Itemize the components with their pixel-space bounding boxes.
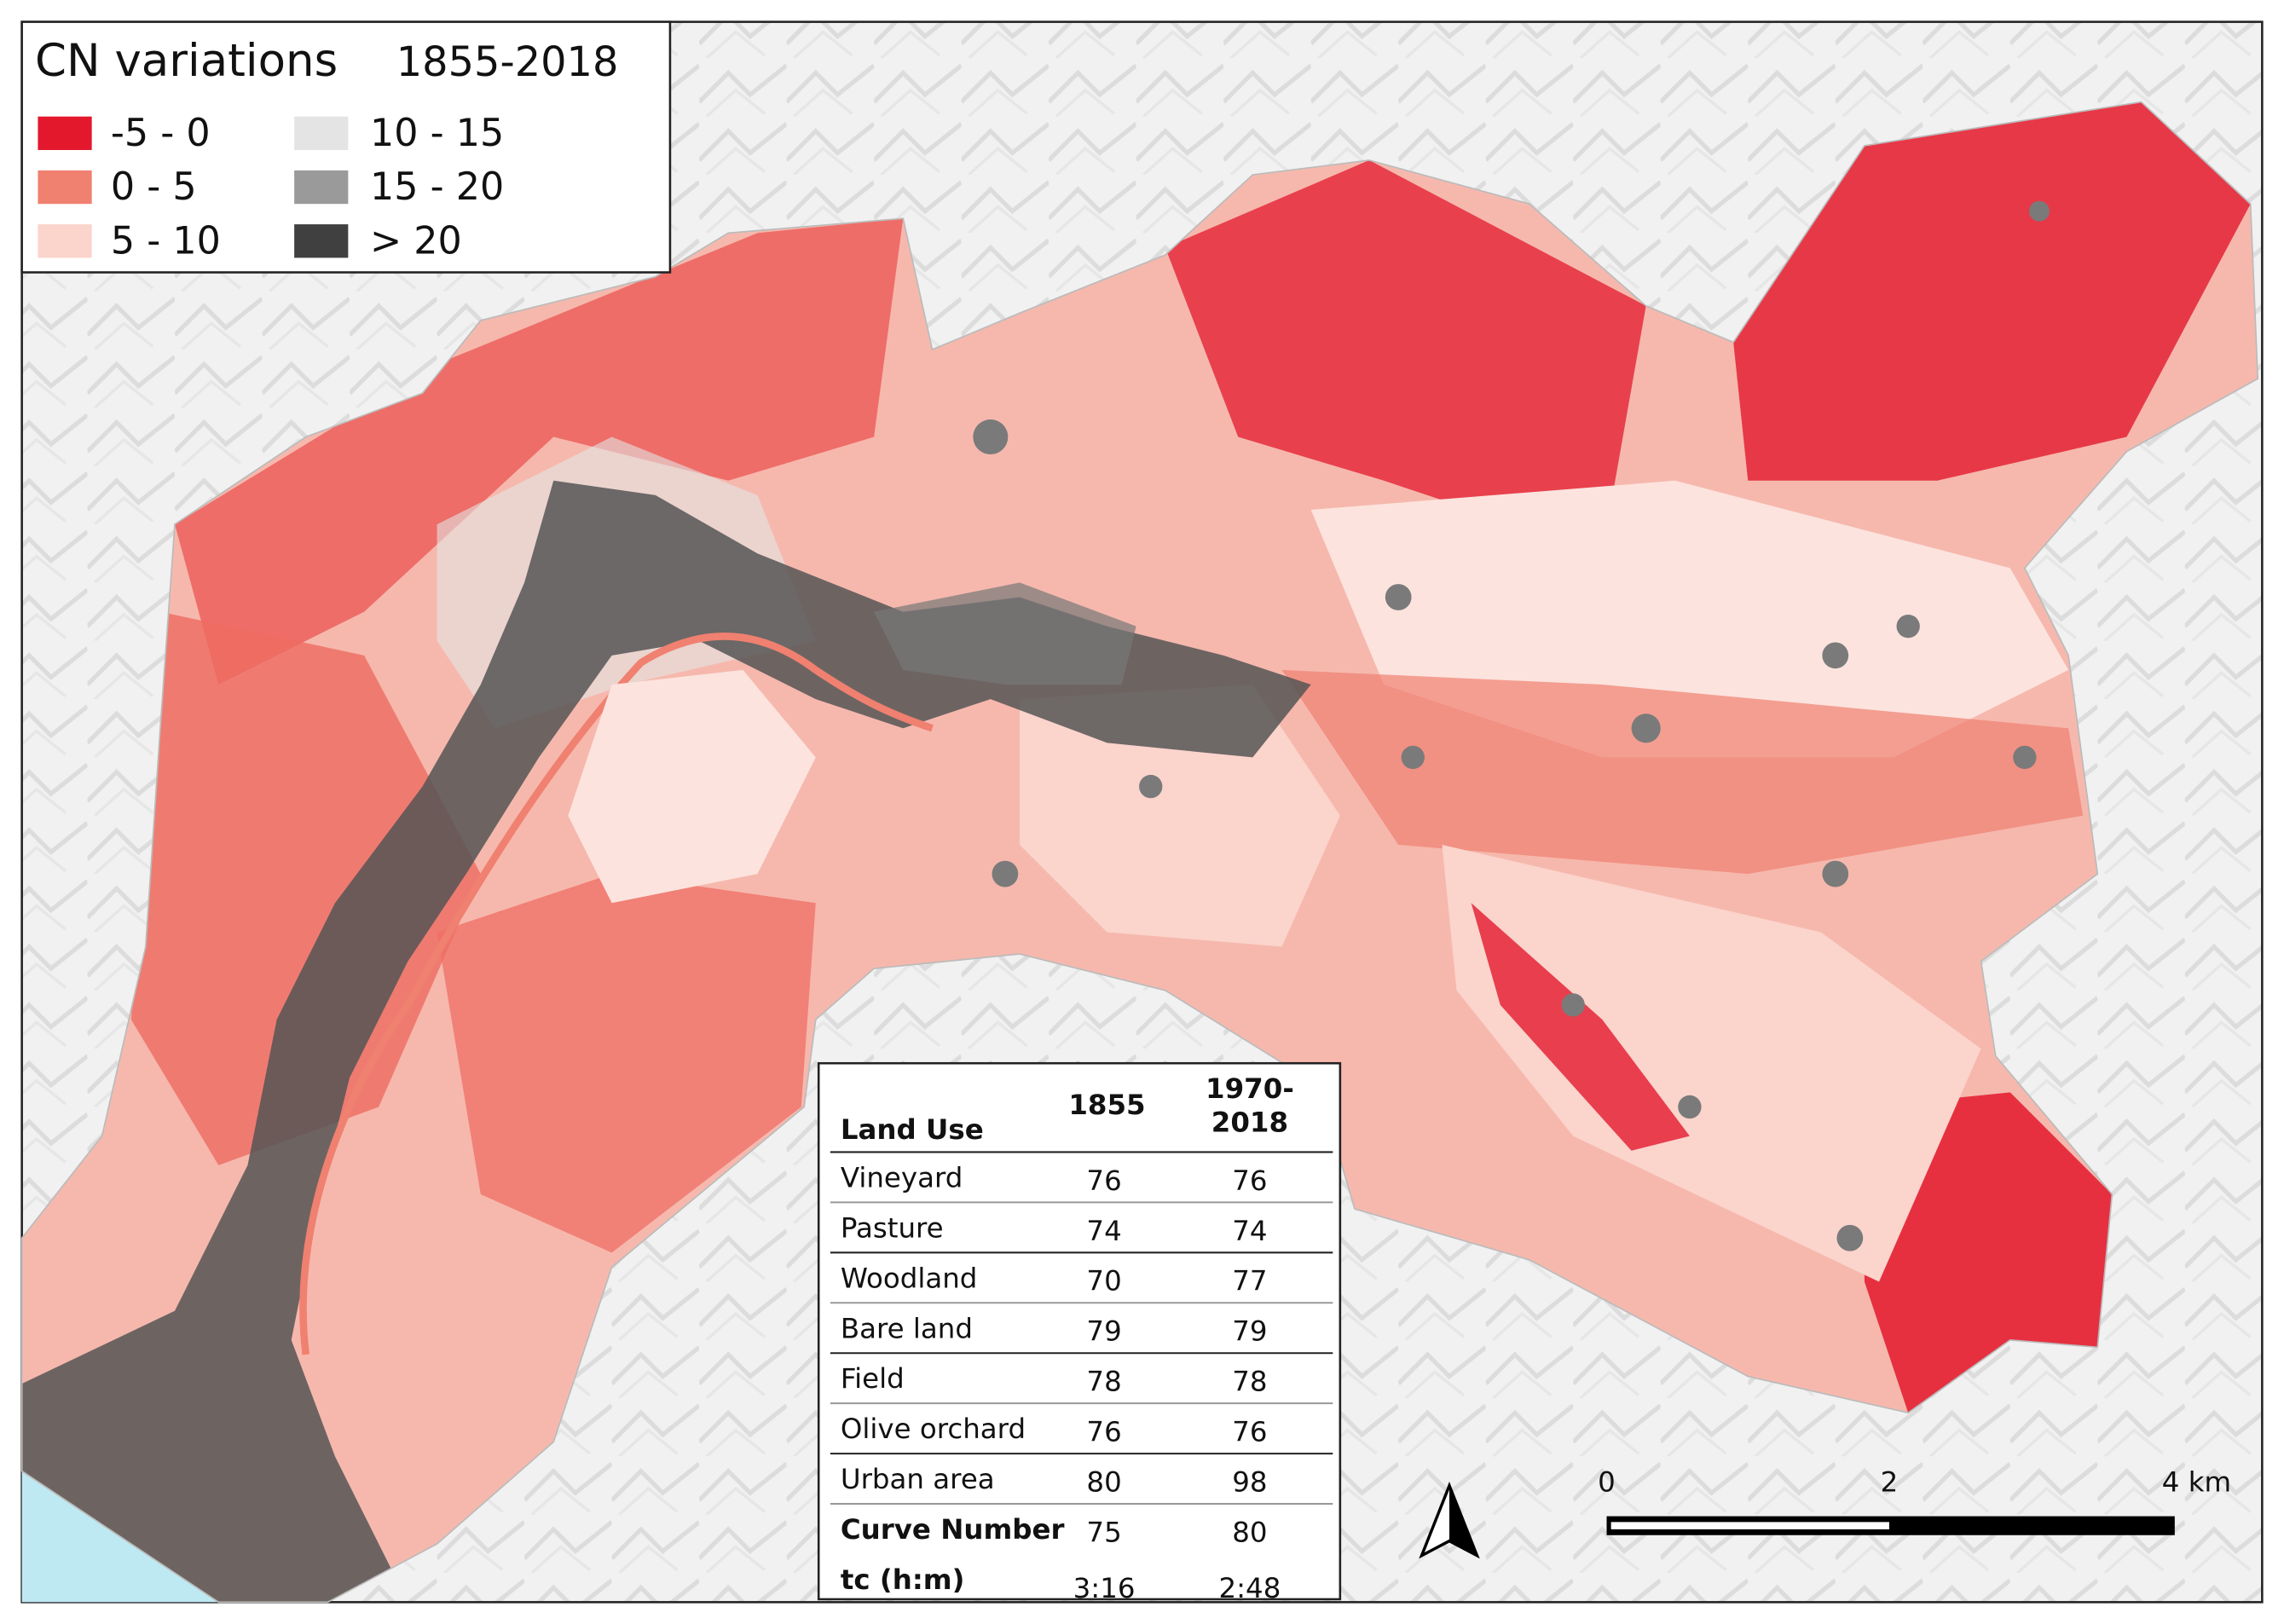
table-cell: Curve Number [841, 1513, 1065, 1546]
north-arrow [1419, 1482, 1480, 1559]
legend-label: 15 - 20 [370, 165, 504, 209]
table-cell: Olive orchard [841, 1413, 1026, 1445]
table-header: 1970- [1206, 1072, 1294, 1105]
legend-swatch [294, 116, 349, 150]
scale-bar-segment [1610, 1522, 1889, 1529]
table-cell: 74 [1086, 1215, 1121, 1247]
table-cell: 98 [1232, 1466, 1267, 1499]
legend-label: 5 - 10 [111, 219, 221, 263]
sea [21, 1267, 292, 1603]
table-cell: 79 [1232, 1315, 1267, 1348]
table-cell: 80 [1232, 1516, 1267, 1548]
table-header: 1855 [1068, 1089, 1145, 1121]
table-cell: Vineyard [841, 1161, 963, 1193]
table-cell: 2:48 [1218, 1572, 1281, 1604]
legend-period: 1855-2018 [396, 39, 619, 86]
scale-bar-body [1606, 1516, 2175, 1535]
table-cell: Bare land [841, 1312, 973, 1344]
table-cell: 3:16 [1073, 1572, 1136, 1604]
table-cell: Field [841, 1362, 905, 1395]
legend: CN variations 1855-2018 -5 - 0 0 - 5 5 - 1… [20, 20, 672, 274]
table-cell: 76 [1232, 1416, 1267, 1448]
legend-label: 10 - 15 [370, 112, 504, 155]
legend-swatch [294, 224, 349, 258]
scale-label: 4 km [2162, 1466, 2231, 1499]
table-cell: Pasture [841, 1211, 944, 1244]
table-cell: 74 [1232, 1215, 1267, 1247]
table-cell: 76 [1086, 1416, 1121, 1448]
scale-label: 2 [1881, 1466, 1899, 1499]
legend-swatch [38, 116, 92, 150]
table-cell: 75 [1086, 1516, 1121, 1548]
land-use-table: Land Use 1855 1970-2018 Vineyard 76 76 Pasture… [817, 1061, 1342, 1604]
table-header: 2018 [1211, 1107, 1288, 1139]
table-cell: Woodland [841, 1262, 978, 1294]
legend-swatch [294, 170, 349, 205]
table-cell: Urban area [841, 1463, 995, 1495]
table-cell: 76 [1086, 1165, 1121, 1197]
table-cell: 78 [1232, 1366, 1267, 1398]
legend-swatch [38, 170, 92, 205]
scale-label: 0 [1598, 1466, 1616, 1499]
legend-title: CN variations [35, 35, 338, 87]
legend-label: 0 - 5 [111, 165, 197, 209]
table-cell: 80 [1086, 1466, 1121, 1499]
legend-label: > 20 [370, 219, 462, 263]
table-cell: 76 [1232, 1165, 1267, 1197]
legend-label: -5 - 0 [111, 112, 211, 155]
table-cell: 79 [1086, 1315, 1121, 1348]
table-cell: 77 [1232, 1265, 1267, 1297]
table-header: Land Use [841, 1113, 984, 1146]
table-cell: 70 [1086, 1265, 1121, 1297]
cn-variation-map [21, 101, 2258, 1603]
scale-bar: 0 2 4 km [1598, 1466, 2231, 1535]
table-cell: tc (h:m) [841, 1563, 965, 1596]
table-cell: 78 [1086, 1366, 1121, 1398]
legend-swatch [38, 224, 92, 258]
